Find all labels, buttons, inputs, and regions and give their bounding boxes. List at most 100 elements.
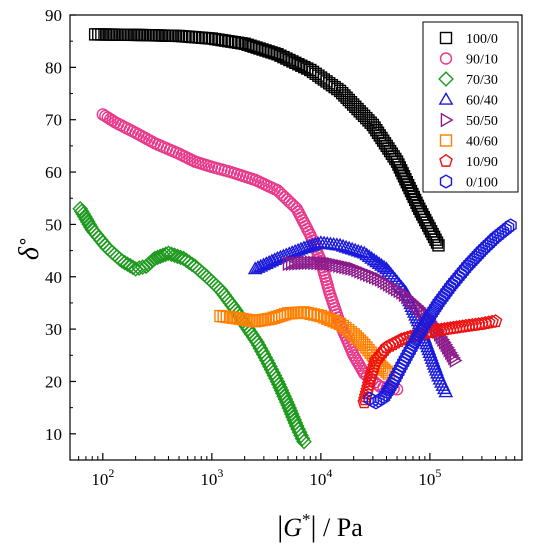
data-point (428, 301, 442, 316)
data-point (324, 313, 337, 327)
data-point (375, 391, 388, 407)
data-point (283, 406, 300, 422)
data-point (338, 239, 354, 253)
data-point (494, 226, 507, 241)
data-point (415, 321, 429, 337)
data-point (307, 236, 323, 250)
data-point (163, 246, 180, 263)
data-point (166, 247, 183, 264)
data-point (448, 274, 461, 290)
data-point (465, 254, 478, 269)
data-point (423, 308, 437, 324)
y-tick-label: 70 (45, 111, 62, 130)
data-point (344, 241, 360, 255)
data-point (473, 245, 486, 260)
legend-marker (439, 153, 453, 167)
data-point (317, 255, 331, 271)
data-point (444, 280, 457, 295)
data-point (418, 316, 432, 332)
data-point (408, 335, 421, 350)
data-point (379, 387, 392, 402)
data-point (475, 243, 489, 258)
data-point (208, 277, 224, 294)
data-point (203, 273, 220, 289)
data-point (308, 255, 322, 271)
data-point (420, 314, 433, 329)
data-point (282, 256, 296, 272)
legend-label: 60/40 (466, 94, 498, 109)
data-point (347, 328, 360, 341)
data-point (425, 306, 438, 321)
series-0-100 (363, 218, 517, 410)
data-point (301, 306, 314, 320)
data-point (289, 255, 302, 271)
data-point (449, 353, 463, 368)
data-point (314, 309, 328, 323)
data-point (377, 390, 391, 405)
data-point (488, 314, 503, 328)
legend-marker (439, 52, 453, 65)
data-point (499, 222, 512, 237)
data-point (440, 285, 453, 300)
data-point (104, 244, 121, 261)
data-point (350, 243, 366, 257)
data-point (417, 319, 430, 334)
data-point (489, 230, 502, 245)
data-point (99, 240, 116, 256)
y-tick-label: 40 (45, 268, 62, 287)
data-point (397, 331, 412, 345)
data-point (484, 234, 498, 249)
data-point (355, 336, 369, 349)
data-point (280, 397, 296, 413)
data-point (349, 330, 362, 343)
data-point (360, 111, 373, 125)
data-point (430, 298, 443, 313)
data-point (414, 300, 427, 316)
data-point (381, 384, 394, 400)
data-point (351, 102, 364, 116)
legend-label: 100/0 (466, 32, 498, 47)
data-point (210, 279, 227, 296)
data-point (295, 255, 309, 271)
data-point (305, 255, 318, 271)
data-point (106, 246, 123, 263)
y-tick-label: 60 (45, 163, 62, 182)
data-point (317, 311, 331, 324)
data-point (134, 259, 151, 276)
data-point (445, 277, 459, 292)
data-point (194, 264, 210, 281)
y-tick-label: 80 (45, 58, 62, 77)
data-point (342, 93, 356, 107)
data-point (471, 247, 484, 263)
legend-label: 40/60 (466, 135, 498, 150)
data-point (78, 211, 95, 228)
legend-label: 0/100 (466, 176, 498, 191)
x-tick-label: 103 (200, 466, 223, 489)
data-point (296, 433, 312, 450)
data-point (201, 271, 217, 287)
data-point (321, 256, 334, 271)
data-point (101, 242, 118, 259)
data-point (375, 345, 390, 359)
data-point (278, 394, 295, 410)
data-point (311, 255, 325, 271)
series-70-30 (72, 200, 312, 450)
data-point (467, 252, 480, 267)
data-point (155, 247, 171, 264)
data-point (149, 249, 166, 266)
data-point (73, 203, 90, 220)
data-point (442, 340, 455, 355)
data-point (443, 342, 457, 358)
data-point (327, 315, 340, 328)
data-point (336, 86, 349, 100)
data-point (338, 89, 351, 102)
legend-marker (438, 71, 454, 87)
data-point (440, 337, 454, 353)
data-point (332, 237, 348, 251)
data-point (452, 269, 465, 284)
data-point (438, 384, 454, 398)
data-point (169, 248, 186, 265)
data-point (353, 334, 367, 347)
data-point (333, 84, 347, 98)
data-point (458, 261, 472, 277)
